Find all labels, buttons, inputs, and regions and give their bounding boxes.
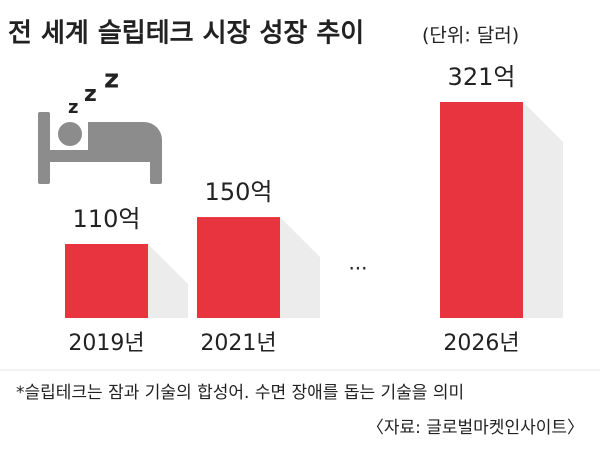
x-tick-label: 2026년 [443, 331, 519, 356]
x-tick-label: 2021년 [200, 331, 276, 356]
svg-text:z: z [84, 82, 97, 107]
bar-shadow [148, 243, 188, 318]
svg-text:z: z [104, 65, 119, 95]
chart-title: 전 세계 슬립테크 시장 성장 추이 [8, 19, 364, 49]
bed-icon: z z z [38, 65, 162, 184]
ellipsis: ... [348, 251, 367, 275]
bar-shadow [523, 102, 563, 318]
bar [197, 217, 280, 318]
value-label: 150억 [205, 178, 273, 206]
value-label: 110억 [73, 205, 141, 233]
bar [440, 102, 523, 318]
value-label: 321억 [448, 63, 516, 91]
footnote: *슬립테크는 잠과 기술의 합성어. 수면 장애를 돕는 기술을 의미 [16, 383, 464, 403]
source: 〈자료: 글로벌마켓인사이트〉 [367, 418, 584, 438]
svg-text:z: z [68, 97, 78, 118]
x-tick-label: 2019년 [68, 331, 144, 356]
chart-subtitle: (단위: 달러) [422, 25, 519, 47]
bar [65, 243, 148, 318]
bar-shadow [280, 217, 320, 318]
